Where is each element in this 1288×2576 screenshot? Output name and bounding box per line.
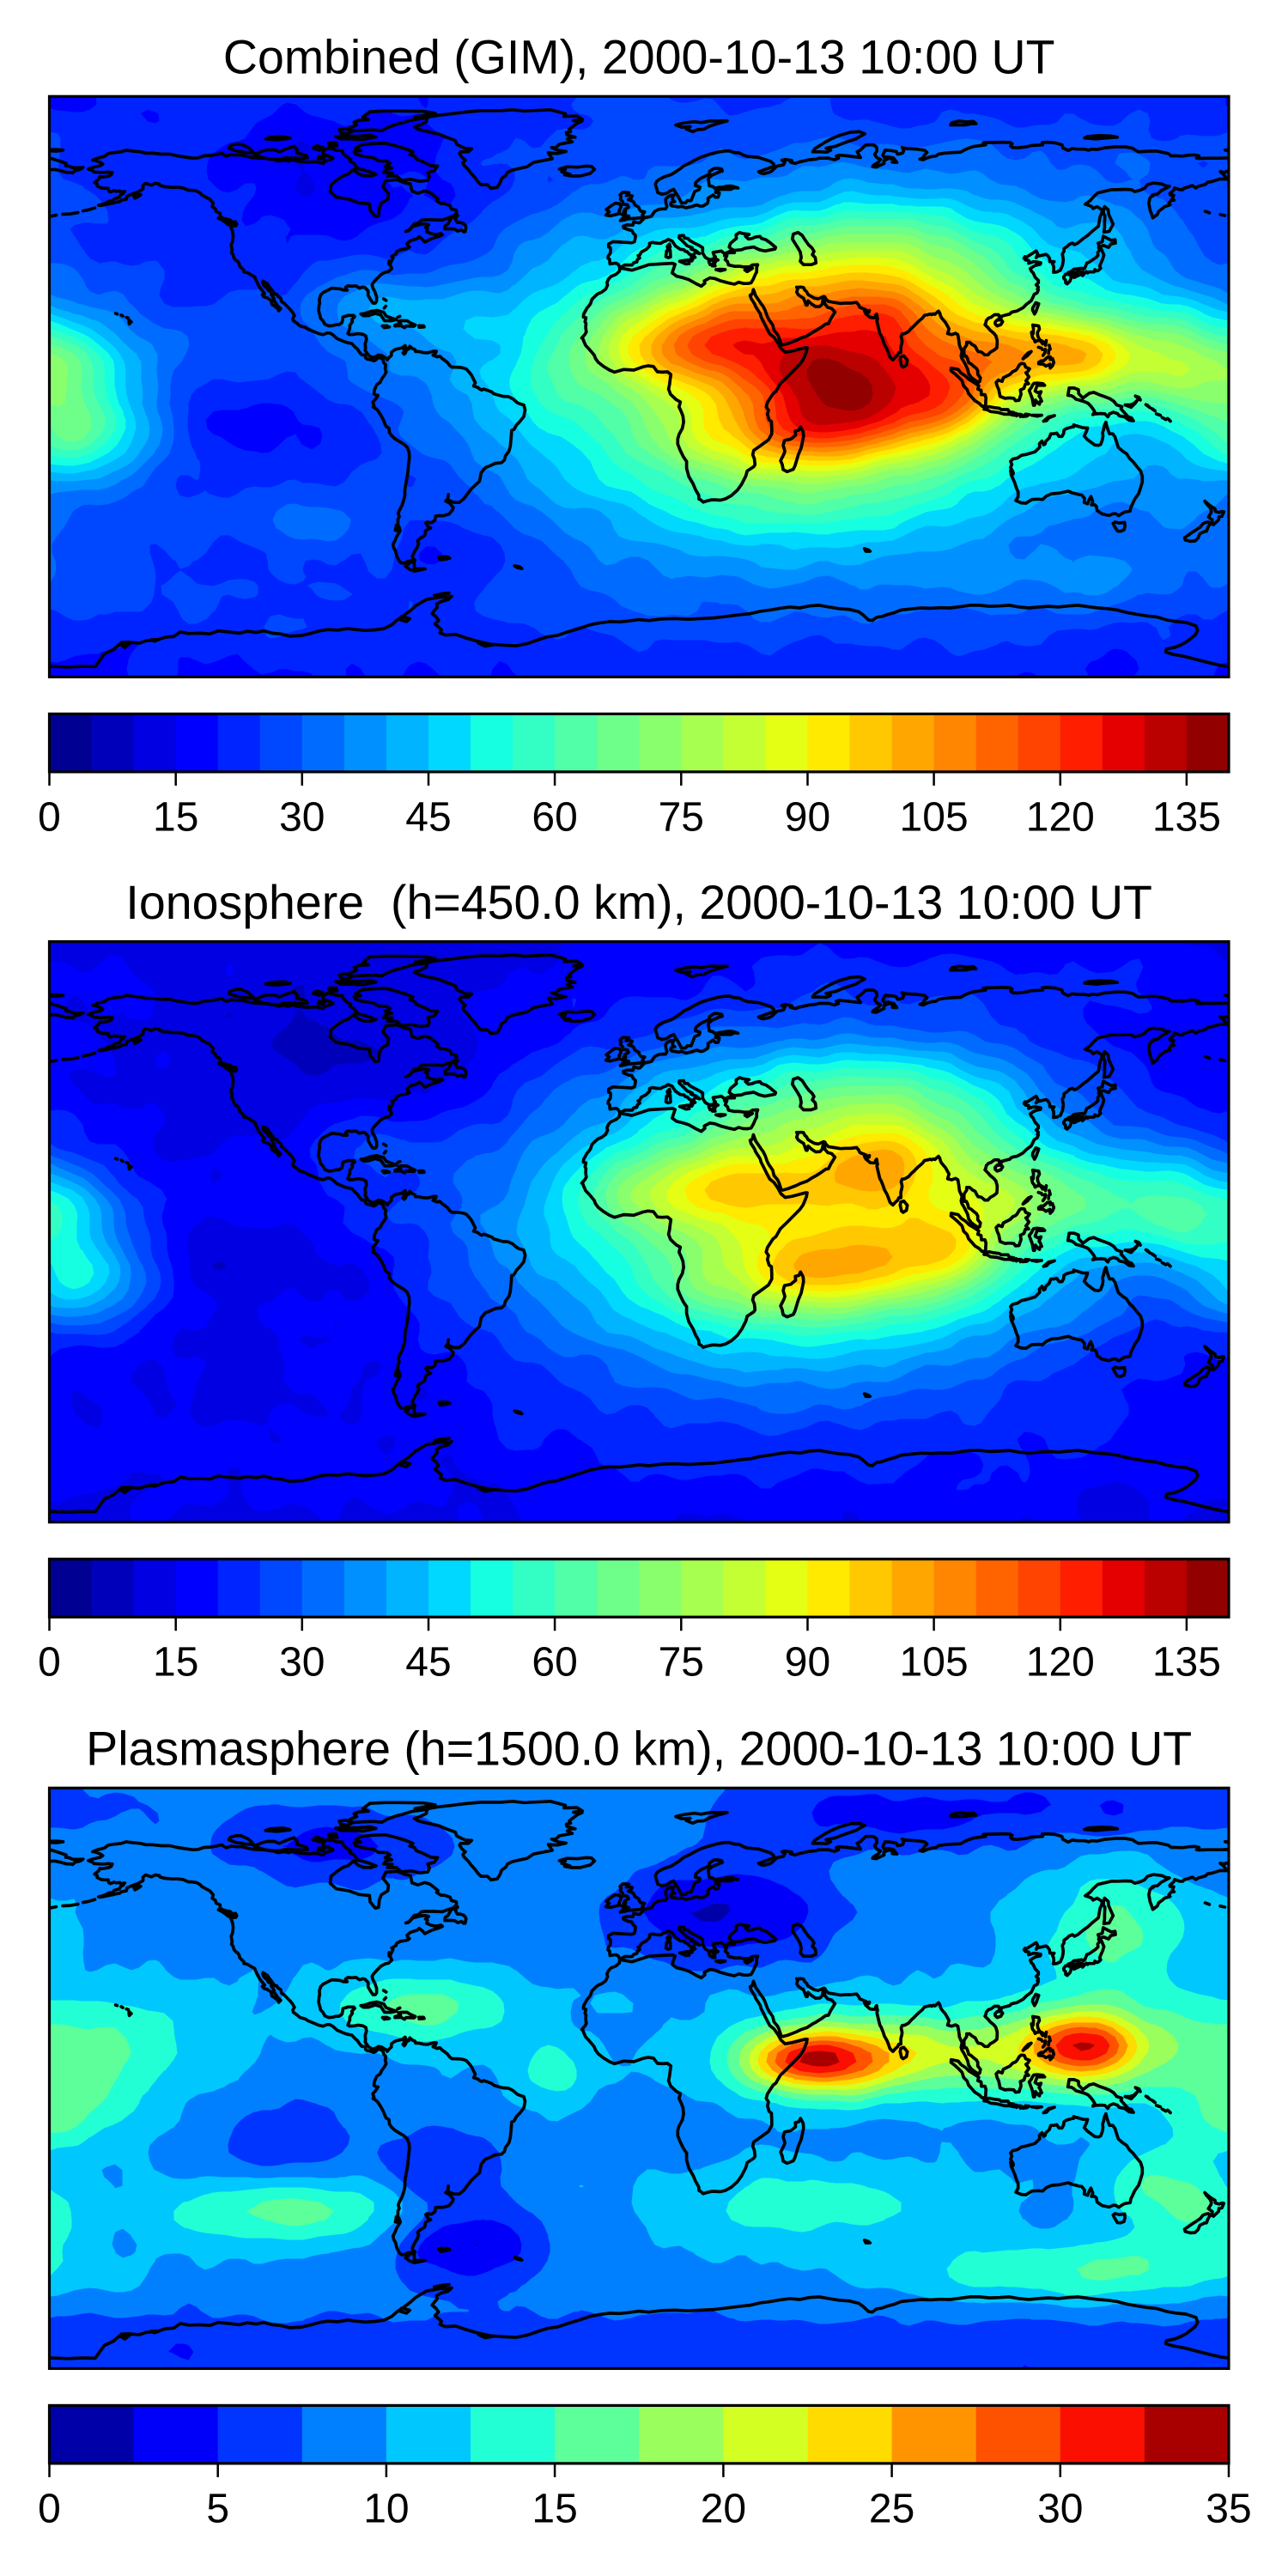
svg-text:75: 75 [659, 1640, 704, 1686]
svg-text:105: 105 [900, 1640, 969, 1686]
svg-text:0: 0 [38, 2486, 61, 2531]
svg-text:90: 90 [785, 794, 830, 840]
svg-text:15: 15 [153, 794, 198, 840]
svg-text:45: 45 [405, 794, 451, 840]
svg-text:5: 5 [206, 2486, 229, 2531]
svg-text:15: 15 [153, 1640, 198, 1686]
svg-text:0: 0 [38, 794, 61, 840]
svg-text:15: 15 [532, 2486, 577, 2531]
svg-text:35: 35 [1206, 2486, 1251, 2531]
svg-text:Ionosphere (h=450.0 km), 2000: Ionosphere (h=450.0 km), 2000-10-13 10:0… [125, 876, 1152, 929]
svg-text:45: 45 [405, 1640, 451, 1686]
svg-text:0: 0 [38, 1640, 61, 1686]
svg-text:135: 135 [1152, 1640, 1221, 1686]
svg-text:75: 75 [659, 794, 704, 840]
svg-text:10: 10 [363, 2486, 409, 2531]
svg-text:25: 25 [869, 2486, 914, 2531]
svg-text:20: 20 [701, 2486, 746, 2531]
svg-text:135: 135 [1152, 794, 1221, 840]
svg-text:120: 120 [1026, 794, 1095, 840]
svg-text:60: 60 [532, 794, 577, 840]
svg-text:120: 120 [1026, 1640, 1095, 1686]
svg-text:30: 30 [279, 1640, 325, 1686]
svg-text:30: 30 [1037, 2486, 1083, 2531]
svg-text:90: 90 [785, 1640, 830, 1686]
svg-text:Combined (GIM), 2000-10-13 10:: Combined (GIM), 2000-10-13 10:00 UT [223, 31, 1055, 84]
svg-text:30: 30 [279, 794, 325, 840]
svg-text:105: 105 [900, 794, 969, 840]
svg-text:Plasmasphere (h=1500.0 km), 20: Plasmasphere (h=1500.0 km), 2000-10-13 1… [86, 1722, 1192, 1776]
svg-text:60: 60 [532, 1640, 577, 1686]
